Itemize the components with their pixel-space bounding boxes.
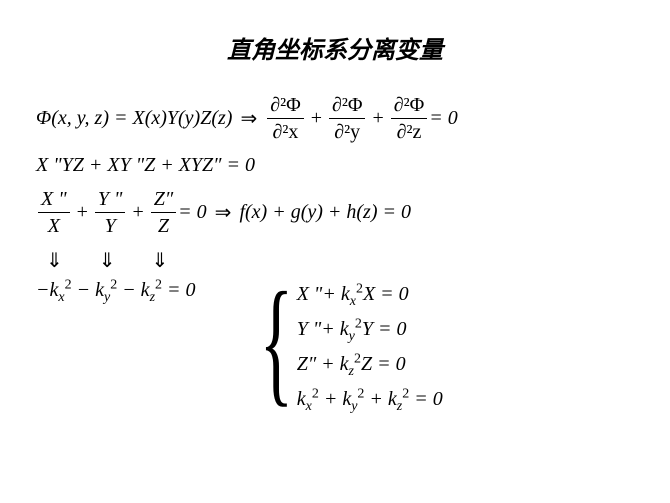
equation-line-2: X "YZ + XY "Z + XYZ″ = 0	[36, 154, 634, 177]
phi-separation: Φ(x, y, z) = X(x)Y(y)Z(z)	[36, 107, 232, 130]
system-eq-y: Y "+ ky2Y = 0	[297, 318, 443, 341]
equation-line-3: X " X + Y " Y + Z″ Z = 0 ⇒ f(x) + g(y) +…	[36, 187, 634, 238]
down-arrow-icon: ⇓	[99, 248, 116, 273]
implies-arrow: ⇒	[240, 106, 257, 131]
equals-zero: = 0	[429, 107, 458, 130]
plus-op: +	[77, 201, 88, 224]
fgh-eq: f(x) + g(y) + h(z) = 0	[239, 201, 411, 224]
frac-ypp-y: Y " Y	[95, 187, 126, 238]
plus-op: +	[132, 201, 143, 224]
down-arrows-row: ⇓ ⇓ ⇓	[46, 248, 634, 273]
left-brace-icon: {	[259, 279, 293, 415]
down-arrow-icon: ⇓	[46, 248, 63, 273]
frac-zpp-z: Z″ Z	[151, 187, 176, 238]
frac-d2phi-dx2: ∂²Φ ∂²x	[267, 93, 304, 144]
expanded-eq: X "YZ + XY "Z + XYZ″ = 0	[36, 154, 255, 177]
equation-system: { X "+ kx2X = 0 Y "+ ky2Y = 0 Z″ + kz2Z …	[226, 279, 443, 415]
equals-zero: = 0	[178, 201, 207, 224]
frac-xpp-x: X " X	[38, 187, 70, 238]
implies-arrow: ⇒	[215, 200, 232, 225]
frac-d2phi-dy2: ∂²Φ ∂²y	[329, 93, 366, 144]
system-eq-x: X "+ kx2X = 0	[297, 283, 443, 306]
down-arrow-icon: ⇓	[152, 248, 169, 273]
plus-op: +	[311, 107, 322, 130]
system-eq-z: Z″ + kz2Z = 0	[297, 353, 443, 376]
equation-line-1: Φ(x, y, z) = X(x)Y(y)Z(z) ⇒ ∂²Φ ∂²x + ∂²…	[36, 93, 634, 144]
plus-op: +	[372, 107, 383, 130]
k-sum-equation: −kx2 − ky2 − kz2 = 0	[36, 279, 196, 302]
frac-d2phi-dz2: ∂²Φ ∂²z	[391, 93, 428, 144]
page-title: 直角坐标系分离变量	[36, 30, 634, 65]
system-eq-ksum: kx2 + ky2 + kz2 = 0	[297, 388, 443, 411]
